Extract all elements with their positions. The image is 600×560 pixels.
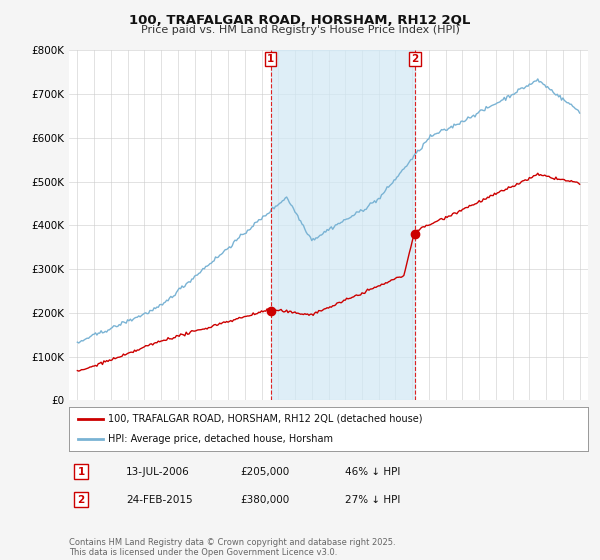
Text: 2: 2	[411, 54, 418, 64]
Text: 13-JUL-2006: 13-JUL-2006	[126, 466, 190, 477]
Bar	[271, 50, 415, 400]
Text: 27% ↓ HPI: 27% ↓ HPI	[345, 494, 400, 505]
Text: Price paid vs. HM Land Registry's House Price Index (HPI): Price paid vs. HM Land Registry's House …	[140, 25, 460, 35]
Text: 2: 2	[77, 494, 85, 505]
Text: 100, TRAFALGAR ROAD, HORSHAM, RH12 2QL (detached house): 100, TRAFALGAR ROAD, HORSHAM, RH12 2QL (…	[108, 414, 422, 424]
Text: 1: 1	[267, 54, 274, 64]
Text: £205,000: £205,000	[240, 466, 289, 477]
Text: 46% ↓ HPI: 46% ↓ HPI	[345, 466, 400, 477]
Text: 100, TRAFALGAR ROAD, HORSHAM, RH12 2QL: 100, TRAFALGAR ROAD, HORSHAM, RH12 2QL	[130, 14, 470, 27]
Text: £380,000: £380,000	[240, 494, 289, 505]
Text: 24-FEB-2015: 24-FEB-2015	[126, 494, 193, 505]
Text: HPI: Average price, detached house, Horsham: HPI: Average price, detached house, Hors…	[108, 434, 333, 444]
Text: 1: 1	[77, 466, 85, 477]
Text: Contains HM Land Registry data © Crown copyright and database right 2025.
This d: Contains HM Land Registry data © Crown c…	[69, 538, 395, 557]
